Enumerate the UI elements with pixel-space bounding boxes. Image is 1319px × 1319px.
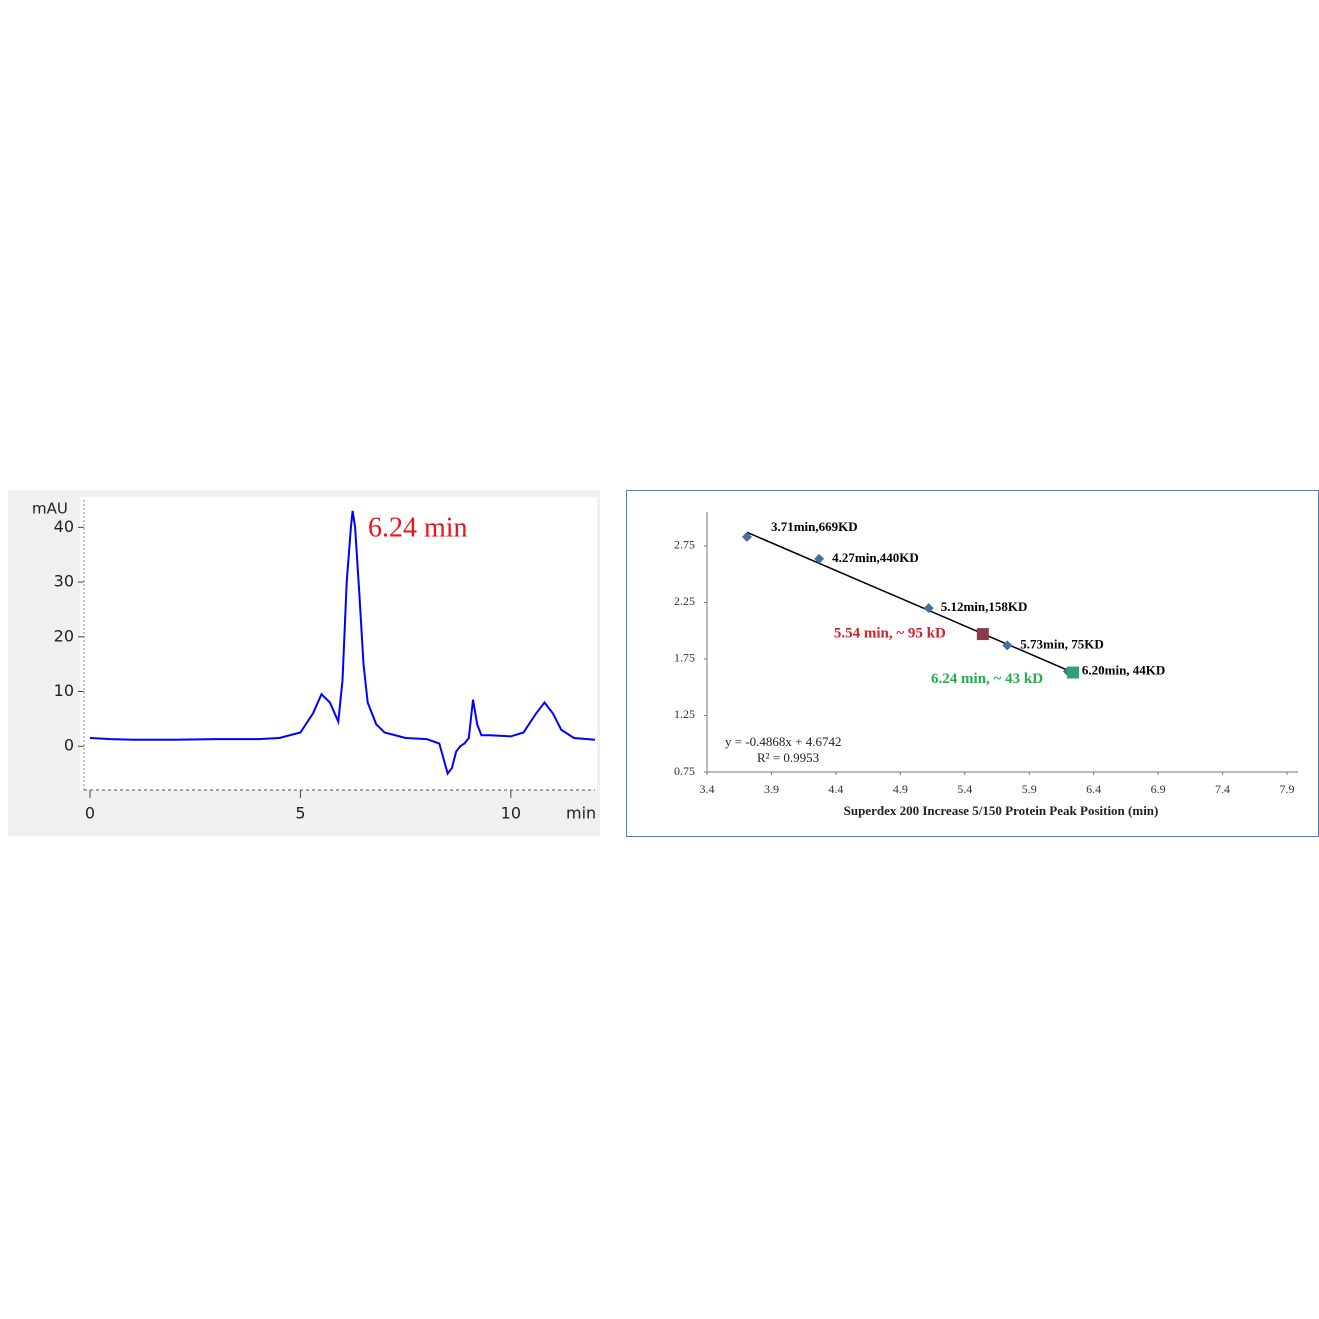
trendline <box>746 531 1074 674</box>
x-tick-label: 10 <box>501 804 521 823</box>
y-tick-label: 0 <box>64 736 74 755</box>
chromatogram-trace <box>89 510 596 776</box>
x-tick-label: 3.9 <box>764 782 779 796</box>
y-axis-label: mAU <box>32 500 68 518</box>
point-label: 5.54 min, ~ 95 kD <box>834 626 946 642</box>
y-tick-label: 0.75 <box>674 764 695 778</box>
x-tick-label: 7.9 <box>1280 782 1295 796</box>
x-tick-label: 5.4 <box>957 782 972 796</box>
y-tick-label: 2.25 <box>674 594 695 608</box>
x-tick-label: 5 <box>295 804 305 823</box>
peak-annotation: 6.24 min <box>368 512 468 543</box>
y-tick-label: 40 <box>54 517 74 536</box>
x-tick-label: 3.4 <box>700 782 715 796</box>
chromatogram-plot-area <box>80 497 597 790</box>
point-label: 5.12min,158KD <box>941 599 1028 614</box>
point-label: 6.20min, 44KD <box>1082 662 1165 677</box>
sample-point <box>976 628 989 641</box>
calibration-frame <box>626 490 1319 837</box>
x-tick-label: 0 <box>85 804 95 823</box>
x-tick-label: 5.9 <box>1022 782 1037 796</box>
x-tick-label: 6.9 <box>1151 782 1166 796</box>
y-tick-label: 10 <box>54 681 74 700</box>
data-point <box>814 553 825 564</box>
x-tick-label: 4.9 <box>893 782 908 796</box>
calibration-chart: 0.75 1.25 1.75 2.25 2.75 3.4 3.9 4.4 4.9 5.4 5.9 6.… <box>674 512 1298 818</box>
point-label: 6.24 min, ~ 43 kD <box>931 671 1043 687</box>
point-label: 4.27min,440KD <box>832 550 919 565</box>
r-squared: R² = 0.9953 <box>757 750 819 765</box>
y-tick-label: 1.75 <box>674 651 695 665</box>
point-label: 5.73min, 75KD <box>1020 636 1103 651</box>
chromatogram: 0 10 20 30 40 0 5 10 mAU min 6.24 min <box>32 500 596 823</box>
y-tick-label: 30 <box>54 572 74 591</box>
y-tick-label: 2.75 <box>674 538 695 552</box>
equation: y = -0.4868x + 4.6742 <box>725 734 842 749</box>
x-axis-title: Superdex 200 Increase 5/150 Protein Peak… <box>844 803 1159 818</box>
x-tick-label: 6.4 <box>1086 782 1101 796</box>
data-point <box>1002 640 1013 651</box>
x-axis-label: min <box>566 804 596 823</box>
data-point <box>741 531 752 542</box>
x-tick-label: 7.4 <box>1215 782 1230 796</box>
data-point <box>923 603 934 614</box>
y-tick-label: 1.25 <box>674 707 695 721</box>
x-tick-label: 4.4 <box>828 782 843 796</box>
y-tick-label: 20 <box>54 626 74 645</box>
sample-point <box>1067 666 1080 679</box>
point-label: 3.71min,669KD <box>771 519 858 534</box>
